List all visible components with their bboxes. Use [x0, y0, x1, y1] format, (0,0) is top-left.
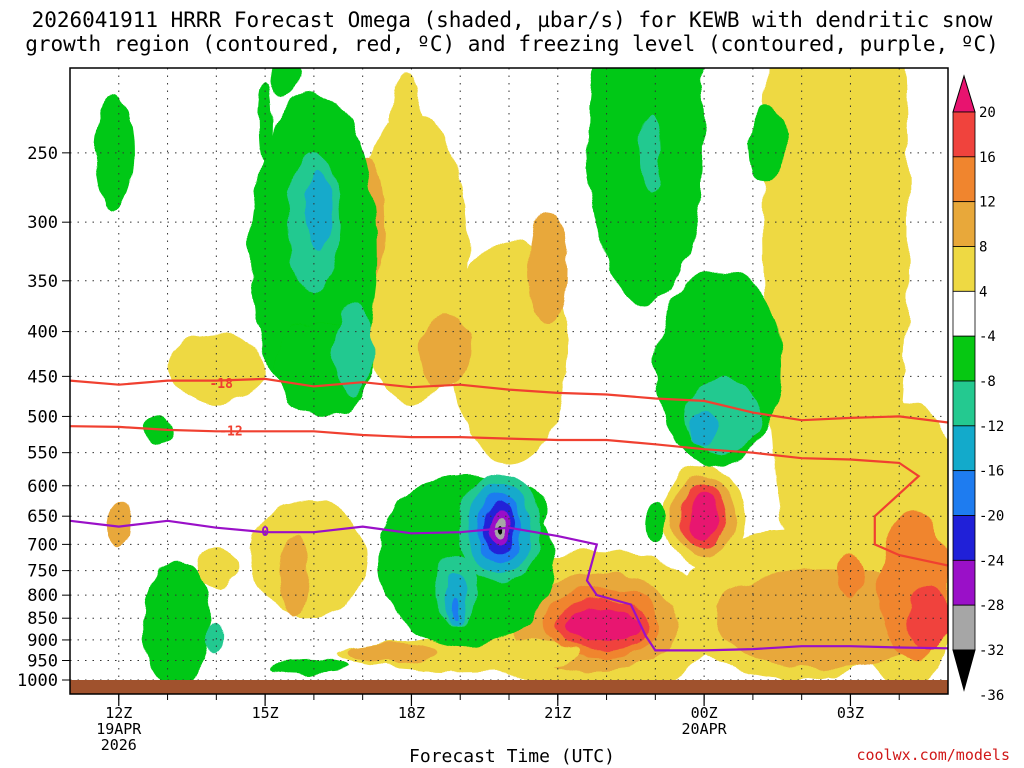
- y-tick-label: 550: [27, 444, 58, 464]
- colorbar-label: 12: [979, 195, 996, 211]
- colorbar-label: 16: [979, 150, 996, 166]
- omega-region-negative: [748, 106, 788, 185]
- colorbar-label: -8: [979, 374, 996, 390]
- omega-region-negative: [689, 409, 719, 447]
- colorbar-label: 20: [979, 105, 996, 121]
- colorbar-label: -4: [979, 329, 996, 345]
- omega-shading: [94, 68, 948, 680]
- colorbar-label: -16: [979, 464, 1004, 480]
- colorbar-label: -24: [979, 553, 1004, 569]
- omega-region-negative: [640, 114, 661, 192]
- omega-region-positive: [835, 555, 866, 596]
- omega-region-positive: [348, 642, 436, 663]
- contour-line: [70, 377, 948, 424]
- omega-region-positive: [391, 71, 422, 172]
- y-tick-label: 1000: [17, 671, 58, 691]
- y-tick-label: 650: [27, 507, 58, 527]
- omega-region-positive: [167, 333, 266, 403]
- omega-region-negative: [643, 501, 668, 543]
- colorbar-bin: [952, 470, 976, 516]
- x-tick-label: 21Z: [544, 704, 571, 722]
- y-tick-label: 850: [27, 609, 58, 629]
- grid-lines: [70, 68, 948, 681]
- colorbar-label: -28: [979, 598, 1004, 614]
- omega-region-negative: [209, 620, 224, 655]
- omega-region-positive: [250, 499, 368, 616]
- y-axis-ticks: 2503003504004505005506006507007508008509…: [17, 144, 70, 691]
- y-tick-label: 400: [27, 323, 58, 343]
- omega-region-negative: [587, 68, 705, 306]
- ground-bar: [70, 680, 948, 694]
- y-tick-label: 900: [27, 631, 58, 651]
- omega-region-positive: [196, 547, 236, 589]
- colorbar-bin: [952, 156, 976, 203]
- colorbar-bin: [952, 290, 976, 337]
- y-tick-label: 700: [27, 535, 58, 555]
- contour-label: -18: [209, 377, 233, 392]
- colorbar-label: -36: [979, 688, 1004, 704]
- omega-region-positive: [906, 586, 948, 650]
- chart-title-line-1: 2026041911 HRRR Forecast Omega (shaded, …: [31, 8, 993, 32]
- temperature-contours: -18 -12 0: [70, 377, 948, 652]
- y-tick-label: 500: [27, 407, 58, 427]
- x-tick-label: 20APR: [682, 720, 728, 738]
- x-tick-label: 03Z: [837, 704, 864, 722]
- colorbar-bin: [952, 380, 976, 427]
- colorbar-bin: [952, 604, 976, 651]
- omega-region-positive: [689, 492, 719, 540]
- colorbar-arrow-bottom: [952, 649, 976, 692]
- x-tick-label: 2026: [101, 736, 137, 754]
- colorbar: 20 16 12 8 4 -4 -8 -12 -16 -20 -24 -28 -32 -36: [952, 74, 1004, 704]
- colorbar-bin: [952, 559, 976, 606]
- credit-text: coolwx.com/models: [856, 746, 1010, 764]
- omega-region-negative: [306, 169, 331, 249]
- y-tick-label: 800: [27, 586, 58, 606]
- omega-region-negative: [333, 304, 373, 396]
- colorbar-bin: [952, 515, 976, 561]
- contour-line: [70, 519, 948, 652]
- colorbar-label: 8: [979, 240, 987, 256]
- x-tick-label: 12Z: [105, 704, 132, 722]
- omega-region-positive: [418, 313, 473, 387]
- omega-region-positive: [106, 501, 131, 548]
- y-tick-label: 450: [27, 367, 58, 387]
- omega-region-negative: [143, 560, 212, 680]
- y-tick-label: 600: [27, 477, 58, 497]
- omega-region-negative: [269, 659, 349, 674]
- y-tick-label: 750: [27, 562, 58, 582]
- colorbar-label: 4: [979, 284, 987, 300]
- colorbar-label: -32: [979, 643, 1004, 659]
- x-tick-label: 19APR: [96, 720, 142, 738]
- omega-region-positive: [528, 213, 568, 327]
- contour-line: [70, 425, 948, 567]
- colorbar-label: -12: [979, 419, 1004, 435]
- contour-label: 0: [261, 525, 269, 540]
- colorbar-bin: [952, 201, 976, 247]
- colorbar-bin: [952, 425, 976, 472]
- colorbar-arrow-top: [952, 74, 976, 113]
- omega-region-positive: [565, 606, 639, 644]
- omega-region-negative: [94, 94, 134, 212]
- omega-region-negative: [451, 597, 460, 621]
- contour-label: -12: [219, 425, 242, 440]
- colorbar-label: -20: [979, 509, 1004, 525]
- x-tick-label: 15Z: [252, 704, 279, 722]
- x-tick-label: 18Z: [398, 704, 425, 722]
- x-axis-label: Forecast Time (UTC): [409, 746, 615, 767]
- y-tick-label: 300: [27, 213, 58, 233]
- omega-region-positive: [279, 535, 310, 616]
- chart-title-line-2: growth region (contoured, red, ºC) and f…: [25, 32, 999, 56]
- colorbar-bin: [952, 111, 976, 158]
- colorbar-bin: [952, 246, 976, 292]
- colorbar-bin: [952, 335, 976, 382]
- omega-region-negative: [269, 68, 300, 96]
- x-tick-label: 00Z: [691, 704, 718, 722]
- y-tick-label: 950: [27, 651, 58, 671]
- y-tick-label: 350: [27, 272, 58, 292]
- y-tick-label: 250: [27, 144, 58, 164]
